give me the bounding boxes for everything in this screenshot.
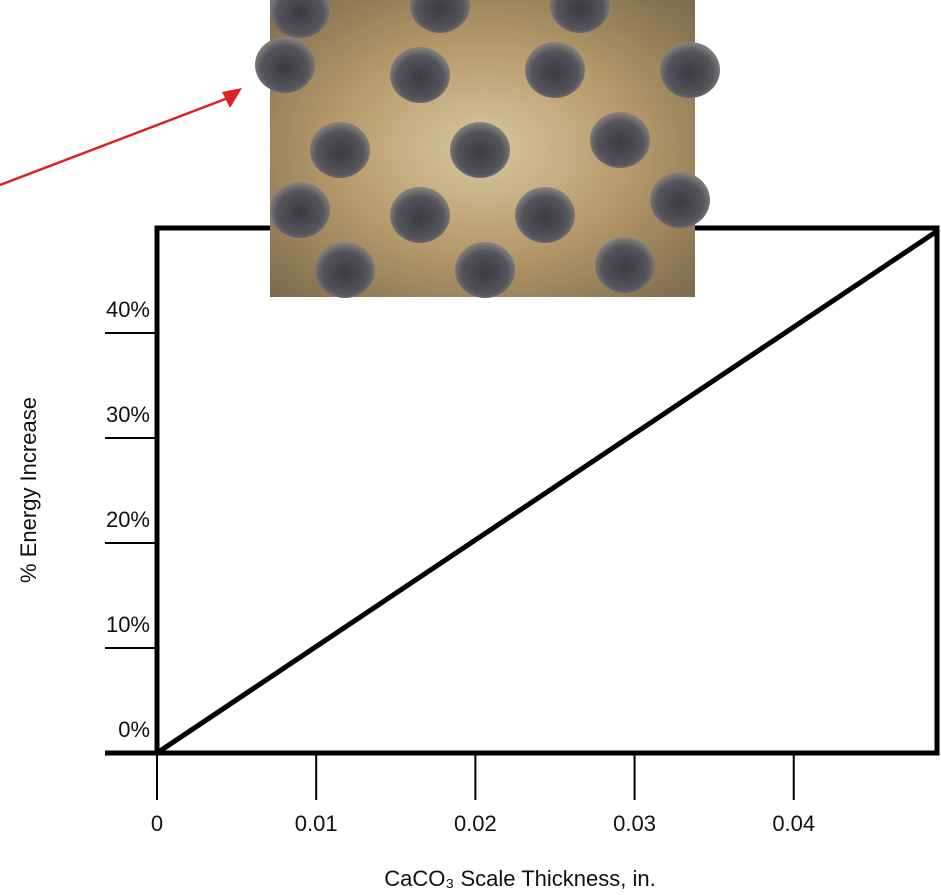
x-tick-label: 0.03 [613,811,656,836]
arrow-line [0,98,228,185]
photo-hole [515,187,575,243]
photo-hole [450,122,510,178]
page: {"chart_data": {"type": "line", "x_label… [0,0,941,895]
photo-hole [455,242,515,298]
photo-hole [390,187,450,243]
y-tick-label: 20% [106,507,150,532]
y-tick-label: 30% [106,402,150,427]
x-tick-label: 0.02 [454,811,497,836]
y-tick-label: 0% [118,717,150,742]
photo-hole [660,42,720,98]
chart: % Energy Increase CaCO₃ Scale Thickness,… [0,0,941,895]
photo-hole [255,37,315,93]
photo [255,0,720,298]
x-tick-label: 0 [151,811,163,836]
y-tick-label: 40% [106,297,150,322]
photo-hole [310,122,370,178]
photo-hole [590,112,650,168]
x-axis-label: CaCO₃ Scale Thickness, in. [384,866,655,891]
x-tick-label: 0.04 [772,811,815,836]
arrow-head [222,88,242,108]
photo-hole [650,172,710,228]
photo-hole [315,242,375,298]
data-line [157,231,937,753]
photo-hole [525,42,585,98]
x-tick-label: 0.01 [295,811,338,836]
y-axis-label: % Energy Increase [16,397,41,583]
photo-hole [390,47,450,103]
photo-hole [595,237,655,293]
photo-hole [270,182,330,238]
y-tick-label: 10% [106,612,150,637]
